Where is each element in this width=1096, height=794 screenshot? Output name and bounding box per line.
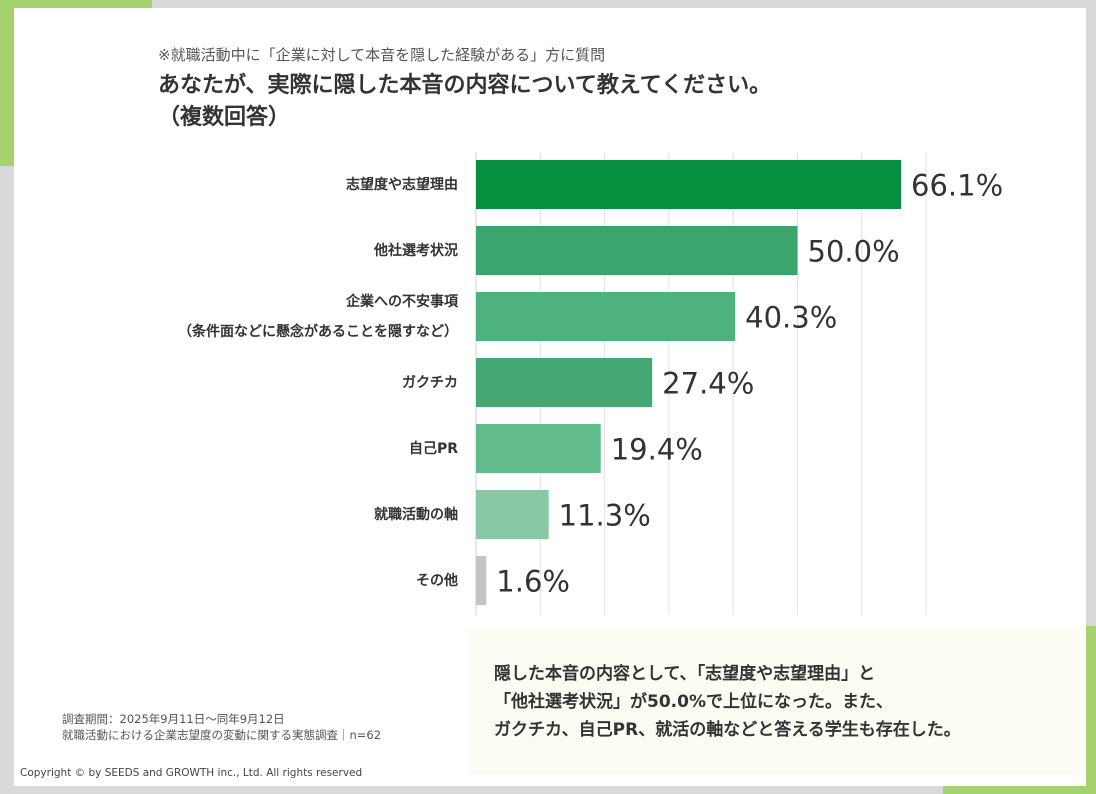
category-label: （条件面などに懸念があることを隠すなど） <box>178 323 458 340</box>
category-label: ガクチカ <box>402 374 458 391</box>
bar <box>476 160 902 209</box>
copyright: Copyright © by SEEDS and GROWTH inc., Lt… <box>20 767 363 779</box>
data-label: 40.3% <box>745 301 837 335</box>
bar <box>476 556 487 605</box>
survey-period: 調査期間：2025年9月11日～同年9月12日 <box>62 712 285 726</box>
data-label: 27.4% <box>662 367 754 401</box>
category-label: 志望度や志望理由 <box>346 176 458 193</box>
category-label: 企業への不安事項 <box>346 293 458 310</box>
category-label: 他社選考状況 <box>374 242 458 259</box>
data-label: 66.1% <box>911 169 1003 203</box>
bar <box>476 424 601 473</box>
title-line-1: あなたが、実際に隠した本音の内容について教えてください。 <box>158 73 772 98</box>
data-label: 11.3% <box>559 499 651 533</box>
bar <box>476 226 798 275</box>
summary-line: 「他社選考状況」が50.0%で上位になった。また、 <box>494 692 893 712</box>
bar <box>476 358 653 407</box>
category-label: 自己PR <box>408 440 458 457</box>
title-line-2: （複数回答） <box>158 105 291 130</box>
data-label: 19.4% <box>611 433 703 467</box>
page-title: あなたが、実際に隠した本音の内容について教えてください。 （複数回答） <box>158 70 771 134</box>
summary-text: 隠した本音の内容として、「志望度や志望理由」と 「他社選考状況」が50.0%で上… <box>494 660 961 744</box>
data-label: 50.0% <box>808 235 900 269</box>
category-label: その他 <box>416 572 458 589</box>
summary-box: 隠した本音の内容として、「志望度や志望理由」と 「他社選考状況」が50.0%で上… <box>468 628 1080 774</box>
data-label: 1.6% <box>496 565 570 599</box>
bar <box>476 292 736 341</box>
survey-name: 就職活動における企業志望度の変動に関する実態調査｜n=62 <box>62 728 382 742</box>
question-note: ※就職活動中に「企業に対して本音を隠した経験がある」方に質問 <box>158 46 606 64</box>
survey-info: 調査期間：2025年9月11日～同年9月12日 就職活動における企業志望度の変動… <box>62 711 381 743</box>
category-label: 就職活動の軸 <box>374 506 458 523</box>
bar <box>476 490 549 539</box>
summary-line: 隠した本音の内容として、「志望度や志望理由」と <box>494 664 876 684</box>
summary-line: ガクチカ、自己PR、就活の軸などと答える学生も存在した。 <box>494 720 961 740</box>
